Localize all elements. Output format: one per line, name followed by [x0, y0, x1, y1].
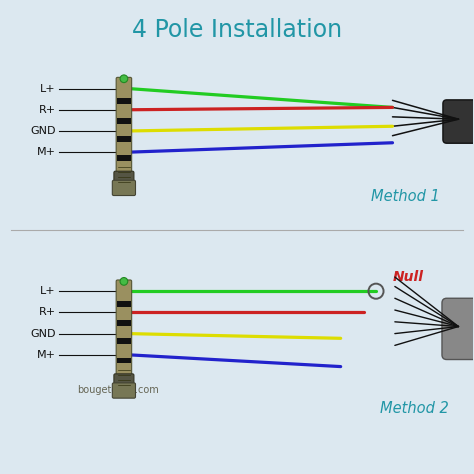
Bar: [117, 301, 131, 307]
FancyBboxPatch shape: [112, 383, 136, 398]
Bar: [117, 99, 131, 104]
FancyBboxPatch shape: [116, 77, 132, 175]
Text: R+: R+: [38, 105, 55, 115]
FancyBboxPatch shape: [114, 374, 134, 388]
Text: Method 2: Method 2: [380, 401, 449, 417]
Circle shape: [120, 75, 128, 82]
FancyBboxPatch shape: [112, 180, 136, 196]
Text: 4 Pole Installation: 4 Pole Installation: [132, 18, 342, 42]
Text: R+: R+: [38, 308, 55, 318]
Text: GND: GND: [30, 126, 55, 136]
Bar: [117, 155, 131, 161]
Text: L+: L+: [40, 83, 55, 93]
Circle shape: [120, 278, 128, 285]
Bar: [117, 320, 131, 326]
FancyBboxPatch shape: [443, 100, 474, 143]
Text: bougetonile.com: bougetonile.com: [77, 385, 158, 395]
Text: M+: M+: [36, 350, 55, 360]
FancyBboxPatch shape: [114, 171, 134, 185]
Text: L+: L+: [40, 286, 55, 296]
FancyBboxPatch shape: [116, 280, 132, 378]
Text: Null: Null: [393, 270, 424, 284]
Bar: [117, 357, 131, 364]
Bar: [117, 338, 131, 344]
Bar: [117, 118, 131, 124]
Text: M+: M+: [36, 147, 55, 157]
Text: Method 1: Method 1: [371, 190, 439, 204]
FancyBboxPatch shape: [442, 298, 474, 359]
Bar: [117, 136, 131, 142]
Text: GND: GND: [30, 328, 55, 338]
